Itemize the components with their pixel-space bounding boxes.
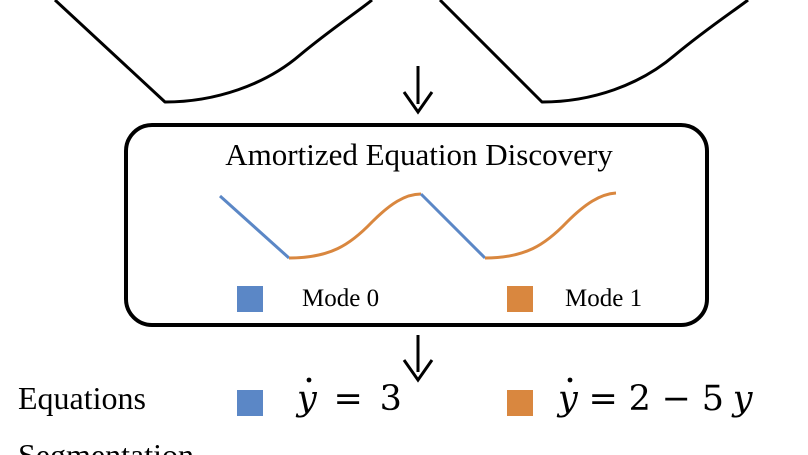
box-title: Amortized Equation Discovery	[225, 137, 613, 172]
svg-text:y = 2 −: y = 2 − 5 y	[556, 379, 754, 419]
mode0-segment	[218, 194, 291, 260]
dot-accent-icon	[306, 377, 312, 383]
mode0-equation-swatch	[237, 390, 263, 416]
down-arrow-icon	[402, 66, 434, 115]
mode0-swatch	[237, 286, 263, 312]
mode1-equation: y = 2 − 5 y	[556, 377, 754, 419]
mode1-swatch	[507, 286, 533, 312]
mode1-segment	[288, 192, 422, 260]
mode0-equation: y = 3	[295, 377, 402, 419]
input-trajectory-curve	[53, 0, 749, 104]
segmentation-row-label: Segmentation	[18, 437, 194, 455]
down-arrow-icon	[402, 335, 434, 383]
mode1-label: Mode 1	[565, 285, 642, 312]
equations-row-label: Equations	[18, 380, 146, 416]
mode0-segment	[419, 192, 487, 260]
mode1-segment	[484, 191, 617, 260]
dot-accent-icon	[567, 377, 573, 383]
mode1-equation-swatch	[507, 390, 533, 416]
segmented-trajectory	[218, 191, 617, 260]
svg-text:y = 3: y = 3	[295, 379, 402, 419]
mode0-label: Mode 0	[302, 285, 379, 312]
amortized-discovery-box	[124, 123, 709, 327]
